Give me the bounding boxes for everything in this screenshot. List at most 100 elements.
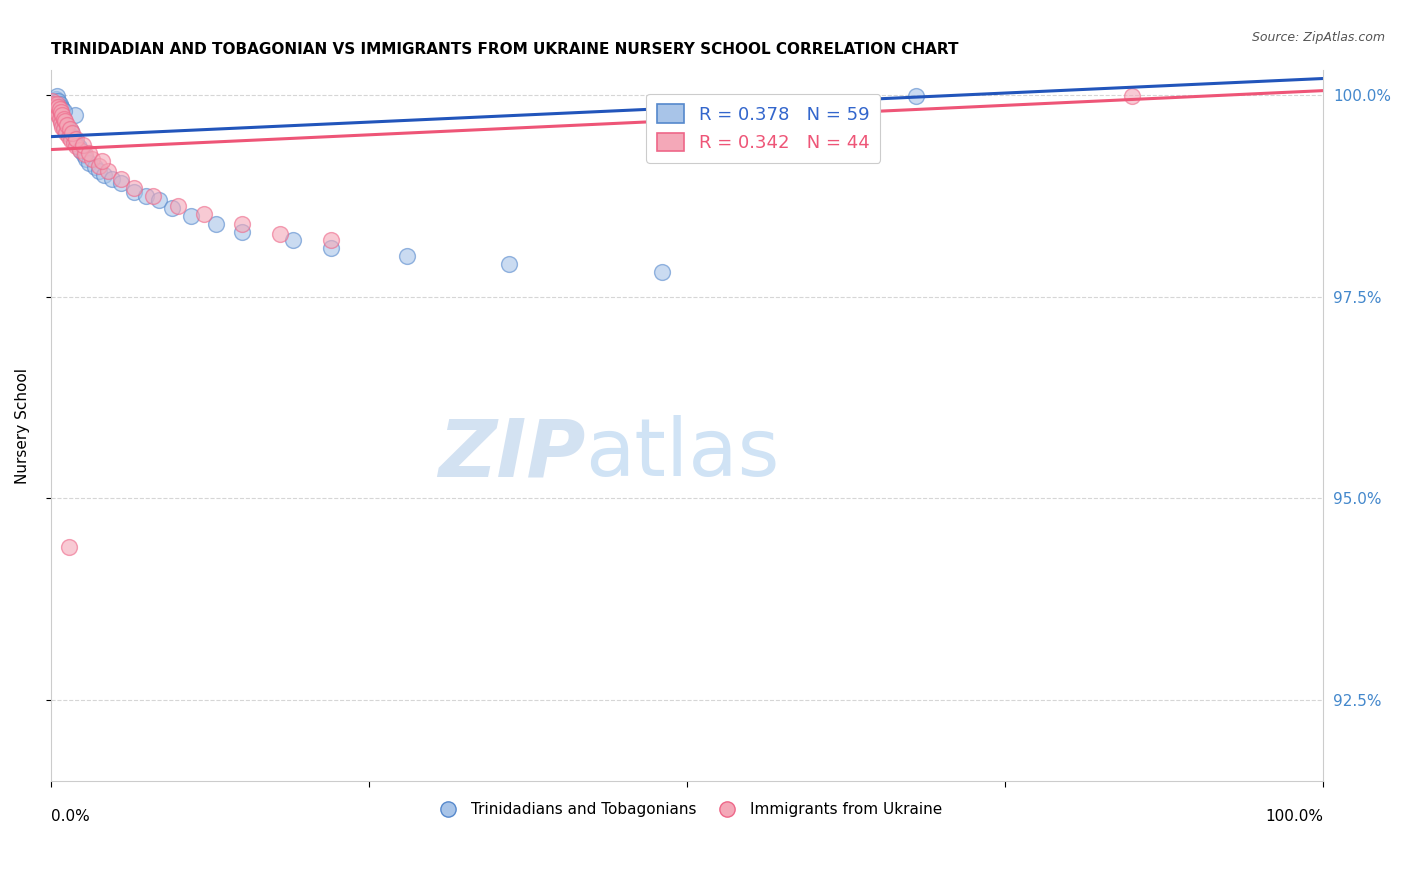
Point	[110, 172, 132, 186]
Text: 0.0%: 0.0%	[51, 809, 90, 824]
Point	[56, 124, 79, 138]
Point	[72, 137, 94, 152]
Text: TRINIDADIAN AND TOBAGONIAN VS IMMIGRANTS FROM UKRAINE NURSERY SCHOOL CORRELATION: TRINIDADIAN AND TOBAGONIAN VS IMMIGRANTS…	[51, 42, 959, 57]
Point	[905, 89, 928, 103]
Point	[45, 92, 67, 106]
Point	[41, 95, 63, 110]
Point	[48, 102, 70, 116]
Point	[160, 201, 183, 215]
Point	[62, 127, 84, 141]
Point	[319, 241, 342, 255]
Point	[48, 97, 70, 112]
Point	[80, 153, 103, 167]
Point	[46, 89, 69, 103]
Point	[498, 257, 520, 271]
Point	[44, 95, 66, 110]
Point	[52, 120, 75, 134]
Point	[48, 94, 70, 108]
Point	[90, 153, 112, 168]
Point	[52, 118, 75, 132]
Point	[75, 153, 97, 167]
Y-axis label: Nursery School: Nursery School	[15, 368, 30, 483]
Point	[55, 121, 77, 136]
Point	[60, 124, 83, 138]
Point	[52, 103, 75, 118]
Point	[93, 169, 115, 183]
Point	[48, 108, 70, 122]
Point	[45, 102, 67, 116]
Point	[60, 133, 83, 147]
Point	[231, 225, 253, 239]
Point	[269, 227, 291, 241]
Point	[110, 177, 132, 191]
Point	[205, 217, 228, 231]
Point	[46, 95, 69, 110]
Point	[89, 164, 111, 178]
Point	[75, 147, 97, 161]
Point	[135, 188, 157, 202]
Point	[101, 172, 124, 186]
Point	[58, 540, 80, 554]
Point	[84, 161, 107, 175]
Point	[42, 100, 65, 114]
Point	[55, 127, 77, 141]
Point	[45, 94, 67, 108]
Point	[231, 217, 253, 231]
Point	[122, 185, 145, 199]
Point	[48, 100, 70, 114]
Point	[48, 105, 70, 120]
Text: ZIP: ZIP	[437, 415, 585, 493]
Point	[142, 188, 165, 202]
Point	[58, 129, 80, 144]
Point	[53, 114, 76, 128]
Legend: Trinidadians and Tobagonians, Immigrants from Ukraine: Trinidadians and Tobagonians, Immigrants…	[426, 796, 948, 823]
Point	[77, 156, 100, 170]
Point	[51, 120, 73, 134]
Point	[44, 97, 66, 112]
Point	[51, 113, 73, 128]
Point	[52, 112, 75, 126]
Point	[67, 140, 90, 154]
Point	[70, 144, 93, 158]
Text: atlas: atlas	[585, 415, 780, 493]
Point	[148, 193, 170, 207]
Point	[46, 105, 69, 120]
Point	[49, 110, 72, 124]
Point	[167, 199, 190, 213]
Point	[51, 102, 73, 116]
Point	[97, 164, 120, 178]
Point	[396, 249, 419, 263]
Point	[48, 100, 70, 114]
Point	[65, 139, 87, 153]
Point	[49, 112, 72, 126]
Text: Source: ZipAtlas.com: Source: ZipAtlas.com	[1251, 31, 1385, 45]
Point	[62, 132, 84, 146]
Point	[65, 136, 87, 150]
Point	[651, 265, 673, 279]
Point	[122, 180, 145, 194]
Point	[42, 97, 65, 112]
Point	[46, 97, 69, 112]
Point	[69, 143, 91, 157]
Point	[65, 132, 87, 146]
Point	[41, 94, 63, 108]
Point	[52, 121, 75, 136]
Point	[193, 207, 215, 221]
Point	[51, 108, 73, 122]
Point	[180, 209, 202, 223]
Point	[49, 100, 72, 114]
Point	[53, 119, 76, 133]
Point	[59, 122, 82, 136]
Point	[48, 112, 70, 126]
Point	[48, 108, 70, 122]
Point	[44, 94, 66, 108]
Point	[63, 108, 86, 122]
Text: 100.0%: 100.0%	[1265, 809, 1323, 824]
Point	[1121, 89, 1143, 103]
Point	[73, 148, 96, 162]
Point	[319, 233, 342, 247]
Point	[77, 145, 100, 160]
Point	[46, 94, 69, 108]
Point	[51, 116, 73, 130]
Point	[89, 159, 111, 173]
